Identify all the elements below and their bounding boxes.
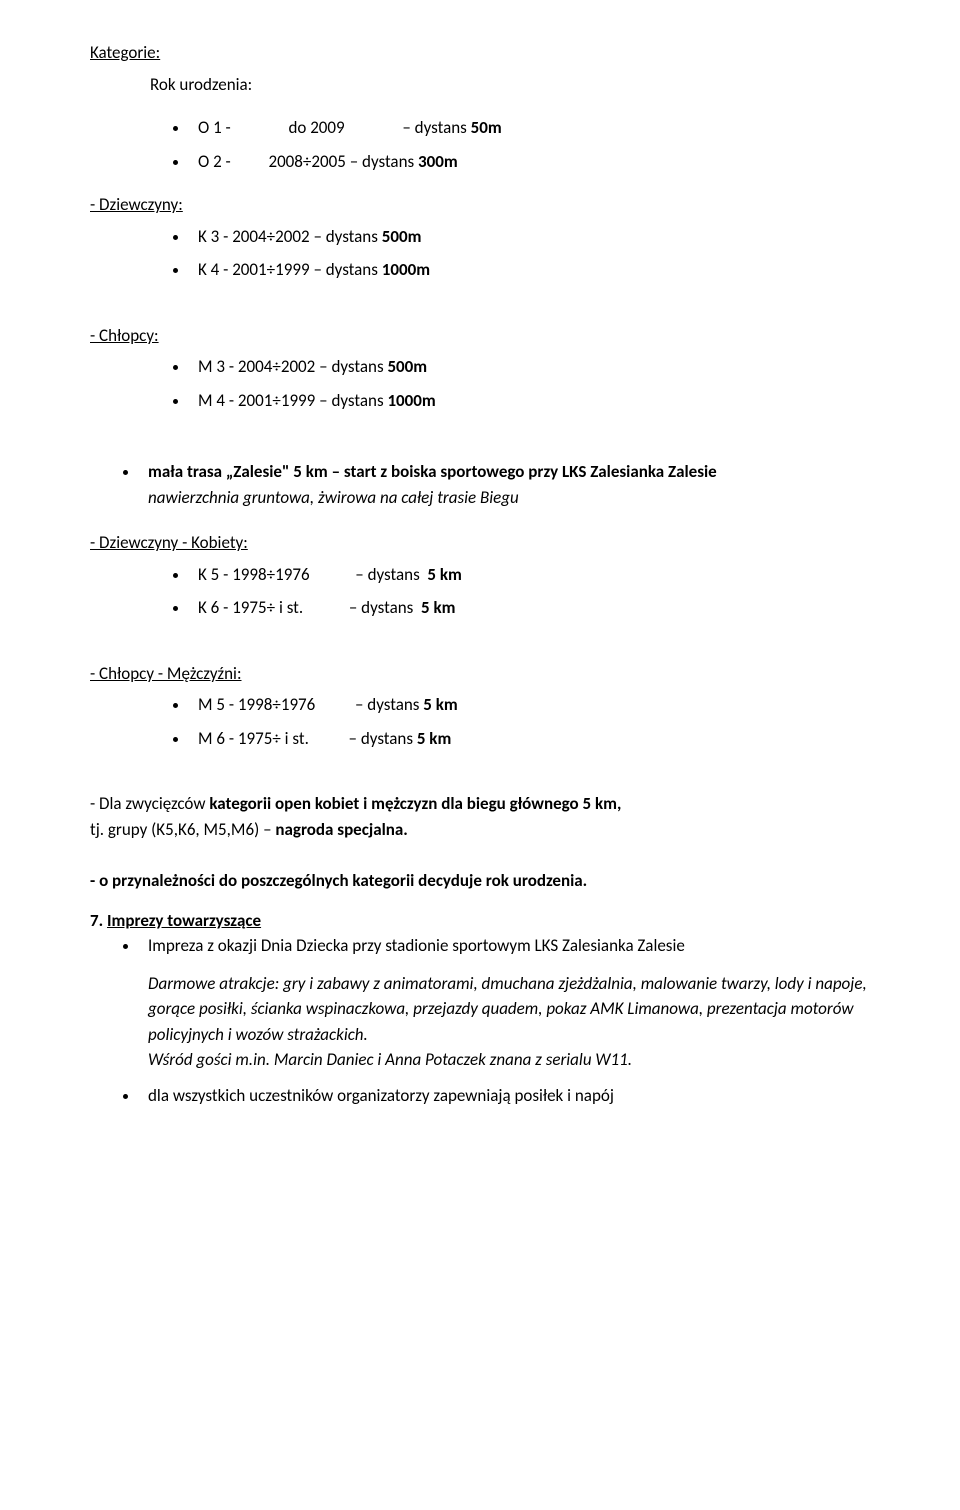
- section-7-title: Imprezy towarzyszące: [107, 910, 261, 931]
- dist: 1000m: [387, 390, 435, 411]
- year: 1975÷ i st.: [238, 728, 309, 749]
- section-7-list: Impreza z okazji Dnia Dziecka przy stadi…: [140, 933, 880, 1108]
- zwyciezcy-bold1: kategorii open kobiet i mężczyzn dla bie…: [209, 793, 621, 814]
- open-list: O 1 - do 2009 – dystans 50m O 2 - 2008÷2…: [190, 115, 880, 174]
- dziewczyny-label: - Dziewczyny:: [90, 192, 880, 218]
- dist: 5 km: [417, 597, 455, 618]
- zwyciezcy-pre: - Dla zwycięzców: [90, 793, 209, 814]
- code: K 3 -: [198, 226, 228, 247]
- year: do 2009: [288, 117, 344, 138]
- list-item: M 3 - 2004÷2002 – dystans 500m: [190, 354, 880, 380]
- year: 1998÷1976: [232, 564, 309, 585]
- kategorie-title: Kategorie:: [90, 40, 880, 66]
- list-item: Impreza z okazji Dnia Dziecka przy stadi…: [140, 933, 880, 1073]
- list-item: M 6 - 1975÷ i st. – dystans 5 km: [190, 726, 880, 752]
- dziewczyny-list: K 3 - 2004÷2002 – dystans 500m K 4 - 200…: [190, 224, 880, 283]
- year: 2001÷1999: [232, 259, 309, 280]
- dist: 500m: [382, 226, 422, 247]
- dist: 1000m: [382, 259, 430, 280]
- code: O 2 -: [198, 151, 231, 172]
- section7-guests: Wśród gości m.in. Marcin Daniec i Anna P…: [148, 1049, 632, 1070]
- section-7-number: 7.: [90, 910, 103, 931]
- list-item: K 3 - 2004÷2002 – dystans 500m: [190, 224, 880, 250]
- trasa-item: mała trasa „Zalesie" 5 km – start z bois…: [140, 459, 880, 510]
- dash: – dystans: [355, 694, 419, 715]
- list-item: dla wszystkich uczestników organizatorzy…: [140, 1083, 880, 1109]
- chlopcy-label: - Chłopcy:: [90, 323, 880, 349]
- code: K 6 -: [198, 597, 228, 618]
- przynaleznosc-pre: -: [90, 870, 99, 891]
- dash: – dystans: [349, 728, 413, 749]
- trasa-bold: mała trasa „Zalesie" 5 km – start z bois…: [148, 461, 717, 482]
- dist: 5 km: [423, 694, 457, 715]
- list-item: M 5 - 1998÷1976 – dystans 5 km: [190, 692, 880, 718]
- year: 2004÷2002: [232, 226, 309, 247]
- dash: – dystans: [349, 597, 413, 618]
- section7-li2: dla wszystkich uczestników organizatorzy…: [148, 1085, 614, 1106]
- year: 2004÷2002: [238, 356, 315, 377]
- section7-desc: Darmowe atrakcje: gry i zabawy z animato…: [148, 973, 867, 1045]
- dash: – dystans: [355, 564, 419, 585]
- list-item: K 5 - 1998÷1976 – dystans 5 km: [190, 562, 880, 588]
- code: K 5 -: [198, 564, 228, 585]
- przynaleznosc-bold: o przynależności do poszczególnych kateg…: [99, 870, 587, 891]
- dist: 5 km: [424, 564, 462, 585]
- dziewczyny-kobiety-label: - Dziewczyny - Kobiety:: [90, 530, 880, 556]
- list-item: K 6 - 1975÷ i st. – dystans 5 km: [190, 595, 880, 621]
- year: 1975÷ i st.: [232, 597, 303, 618]
- list-item: O 2 - 2008÷2005 – dystans 300m: [190, 149, 880, 175]
- trasa-list: mała trasa „Zalesie" 5 km – start z bois…: [140, 459, 880, 510]
- zwyciezcy-bold2: nagroda specjalna.: [275, 819, 407, 840]
- list-item: M 4 - 2001÷1999 – dystans 1000m: [190, 388, 880, 414]
- year: 1998÷1976: [238, 694, 315, 715]
- dash: – dystans: [319, 390, 383, 411]
- dist: 500m: [387, 356, 427, 377]
- code: M 3 -: [198, 356, 234, 377]
- zwyciezcy-para: - Dla zwycięzców kategorii open kobiet i…: [90, 791, 880, 842]
- code: M 6 -: [198, 728, 234, 749]
- dist: 50m: [471, 117, 502, 138]
- section-7-heading: 7. Imprezy towarzyszące: [90, 908, 880, 934]
- dziewczyny-kobiety-list: K 5 - 1998÷1976 – dystans 5 km K 6 - 197…: [190, 562, 880, 621]
- dash: – dystans: [313, 226, 377, 247]
- chlopcy-list: M 3 - 2004÷2002 – dystans 500m M 4 - 200…: [190, 354, 880, 413]
- chlopcy-mezczyzni-label: - Chłopcy - Mężczyźni:: [90, 661, 880, 687]
- dash: – dystans: [319, 356, 383, 377]
- code: O 1 -: [198, 117, 231, 138]
- trasa-italic: nawierzchnia gruntowa, żwirowa na całej …: [148, 487, 519, 508]
- section7-li1: Impreza z okazji Dnia Dziecka przy stadi…: [148, 935, 685, 956]
- chlopcy-mezczyzni-list: M 5 - 1998÷1976 – dystans 5 km M 6 - 197…: [190, 692, 880, 751]
- przynaleznosc-para: - o przynależności do poszczególnych kat…: [90, 868, 880, 894]
- dist: 300m: [418, 151, 458, 172]
- list-item: O 1 - do 2009 – dystans 50m: [190, 115, 880, 141]
- rok-label: Rok urodzenia:: [150, 72, 880, 98]
- zwyciezcy-line2-pre: tj. grupy (K5,K6, M5,M6) –: [90, 819, 275, 840]
- year: 2001÷1999: [238, 390, 315, 411]
- code: M 5 -: [198, 694, 234, 715]
- dash: – dystans: [402, 117, 466, 138]
- year: 2008÷2005: [268, 151, 345, 172]
- code: K 4 -: [198, 259, 228, 280]
- dash: – dystans: [313, 259, 377, 280]
- dist: 5 km: [417, 728, 451, 749]
- code: M 4 -: [198, 390, 234, 411]
- list-item: K 4 - 2001÷1999 – dystans 1000m: [190, 257, 880, 283]
- dash: – dystans: [350, 151, 414, 172]
